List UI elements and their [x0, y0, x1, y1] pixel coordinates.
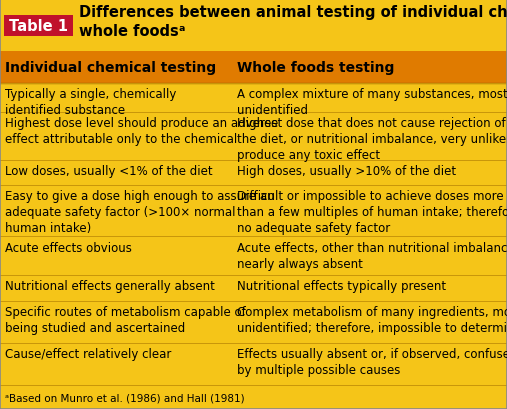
Bar	[4, 16, 73, 37]
Bar	[0, 275, 507, 301]
Text: A complex mixture of many substances, most
unidentified: A complex mixture of many substances, mo…	[237, 88, 507, 117]
Bar	[0, 0, 507, 52]
Bar	[0, 301, 507, 343]
Text: Acute effects obvious: Acute effects obvious	[5, 241, 132, 254]
Bar	[0, 83, 507, 113]
Bar	[0, 237, 507, 275]
Text: Differences between animal testing of individual chemicals and
whole foodsᵃ: Differences between animal testing of in…	[79, 5, 507, 38]
Bar	[0, 113, 507, 160]
Text: ᵃBased on Munro et al. (1986) and Hall (1981): ᵃBased on Munro et al. (1986) and Hall (…	[5, 392, 245, 402]
Text: Acute effects, other than nutritional imbalance,
nearly always absent: Acute effects, other than nutritional im…	[237, 241, 507, 270]
Text: Table 1: Table 1	[9, 19, 68, 34]
Text: Nutritional effects generally absent: Nutritional effects generally absent	[5, 279, 215, 292]
Text: Cause/effect relatively clear: Cause/effect relatively clear	[5, 347, 171, 360]
Bar	[0, 343, 507, 385]
Text: Low doses, usually <1% of the diet: Low doses, usually <1% of the diet	[5, 164, 213, 177]
Bar	[0, 52, 507, 83]
Text: Specific routes of metabolism capable of
being studied and ascertained: Specific routes of metabolism capable of…	[5, 305, 246, 334]
Text: Whole foods testing: Whole foods testing	[237, 61, 394, 75]
Text: Easy to give a dose high enough to assure an
adequate safety factor (>100× norma: Easy to give a dose high enough to assur…	[5, 190, 275, 235]
Text: Nutritional effects typically present: Nutritional effects typically present	[237, 279, 446, 292]
Text: Complex metabolism of many ingredients, most
unidentified; therefore, impossible: Complex metabolism of many ingredients, …	[237, 305, 507, 334]
Text: Difficult or impossible to achieve doses more
than a few multiples of human inta: Difficult or impossible to achieve doses…	[237, 190, 507, 235]
Bar	[0, 186, 507, 237]
Text: Highest dose that does not cause rejection of
the diet, or nutritional imbalance: Highest dose that does not cause rejecti…	[237, 117, 507, 162]
Bar	[0, 385, 507, 409]
Text: Effects usually absent or, if observed, confused
by multiple possible causes: Effects usually absent or, if observed, …	[237, 347, 507, 376]
Bar	[0, 160, 507, 186]
Text: Highest dose level should produce an adverse
effect attributable only to the che: Highest dose level should produce an adv…	[5, 117, 278, 146]
Text: High doses, usually >10% of the diet: High doses, usually >10% of the diet	[237, 164, 456, 177]
Text: Typically a single, chemically
identified substance: Typically a single, chemically identifie…	[5, 88, 176, 117]
Text: Individual chemical testing: Individual chemical testing	[5, 61, 216, 75]
